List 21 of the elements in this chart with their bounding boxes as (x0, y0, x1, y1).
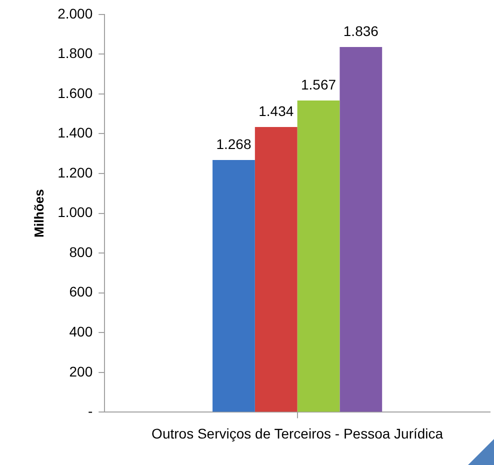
data-label: 1.567 (300, 76, 336, 92)
bar (340, 47, 382, 412)
y-tick-label: 800 (69, 244, 93, 260)
y-tick-label: 1.400 (58, 124, 93, 141)
y-tick-label: 600 (69, 284, 93, 300)
y-tick-label: 1.000 (58, 204, 93, 220)
x-tick-label: Outros Serviços de Terceiros - Pessoa Jurídica (152, 425, 444, 442)
data-label: 1.836 (343, 22, 379, 39)
bar (297, 100, 340, 412)
data-label: 1.268 (216, 136, 252, 152)
bar (212, 160, 255, 412)
y-tick-label: 1.600 (58, 84, 93, 101)
bar (254, 126, 298, 412)
y-tick-label: 1.800 (58, 45, 93, 62)
y-tick-label: - (88, 403, 93, 420)
y-tick-label: 400 (69, 324, 93, 340)
y-axis-title: Milhões (31, 189, 46, 238)
y-tick-label: 1.200 (58, 164, 93, 180)
data-label: 1.434 (258, 102, 294, 119)
y-tick-label: 2.000 (58, 5, 93, 22)
y-tick-label: 200 (69, 363, 93, 380)
